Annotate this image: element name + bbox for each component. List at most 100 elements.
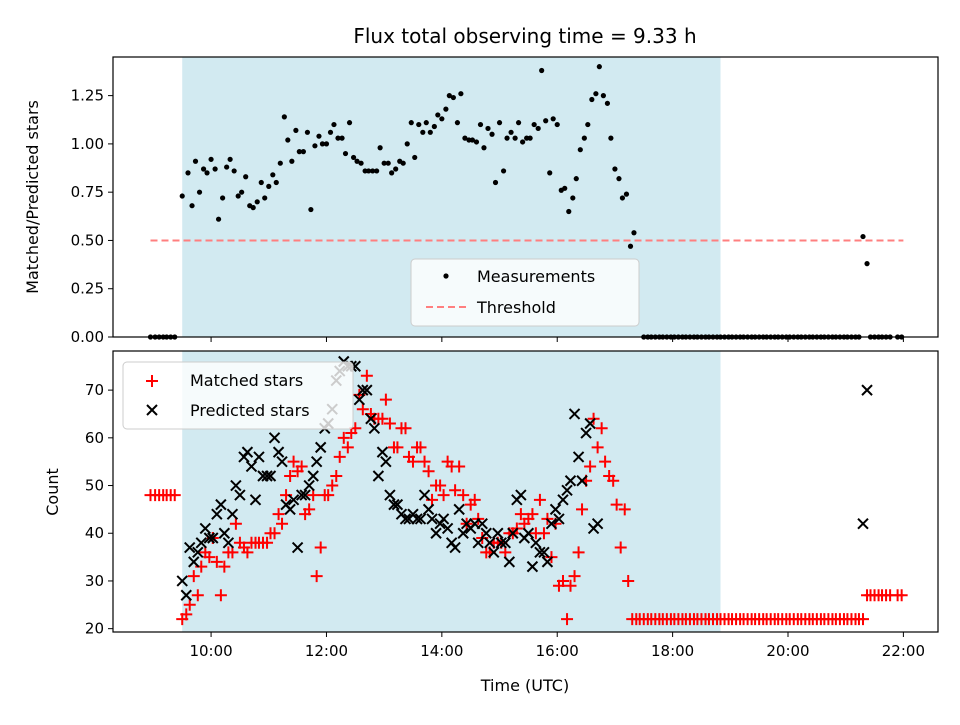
x-tick-label: 14:00: [420, 642, 463, 660]
measurement-point: [604, 100, 611, 106]
predicted-star-point: [215, 498, 227, 511]
predicted-star-point: [399, 513, 412, 525]
bottom-y-tick-label: 70: [85, 381, 104, 399]
measurement-point: [300, 149, 306, 155]
measurement-point: [220, 195, 226, 201]
predicted-star-point: [522, 527, 535, 539]
predicted-star-point: [376, 446, 389, 458]
measurement-point: [423, 120, 429, 126]
predicted-star-point: [203, 532, 216, 544]
measurement-point: [342, 150, 349, 157]
measurement-point: [570, 195, 576, 201]
predicted-star-point: [361, 384, 373, 396]
predicted-star-point: [310, 455, 323, 468]
matched-star-point: [599, 455, 612, 468]
measurement-point: [389, 170, 395, 176]
matched-star-point: [356, 403, 369, 416]
measurement-point: [443, 106, 449, 112]
matched-star-point: [576, 503, 589, 516]
measurement-point: [196, 189, 203, 195]
measurement-point: [408, 120, 414, 126]
measurement-point: [616, 176, 622, 182]
matched-star-point: [622, 574, 635, 587]
measurement-point: [539, 67, 545, 74]
bottom-legend: Matched stars Predicted stars: [122, 361, 354, 430]
measurement-point: [266, 183, 272, 189]
matched-star-point: [376, 412, 389, 425]
matched-star-point: [564, 579, 577, 592]
predicted-star-point: [388, 498, 400, 511]
matched-star-point: [607, 474, 620, 487]
matched-star-point: [453, 460, 466, 473]
measurement-point: [481, 145, 487, 151]
legend-predicted-label: Predicted stars: [190, 401, 310, 420]
measurement-point: [250, 205, 256, 211]
matched-star-point: [287, 455, 300, 468]
predicted-star-point: [249, 494, 262, 506]
predicted-star-point: [507, 527, 519, 539]
predicted-star-point: [538, 546, 550, 559]
legend-measurements-label: Measurements: [477, 267, 595, 286]
top-y-tick-label: 0.75: [71, 183, 104, 201]
measurement-point: [527, 135, 533, 141]
predicted-star-point: [192, 546, 204, 559]
measurement-point: [262, 195, 268, 201]
top-y-tick-label: 0.50: [71, 231, 104, 249]
predicted-star-point: [384, 489, 396, 501]
x-tick-label: 22:00: [882, 642, 925, 660]
matched-star-point: [261, 536, 274, 549]
predicted-star-point: [307, 470, 319, 482]
predicted-star-point: [199, 522, 212, 535]
matched-star-point: [584, 460, 597, 473]
predicted-star-point: [857, 517, 869, 530]
predicted-star-point: [211, 508, 223, 520]
predicted-star-point: [495, 537, 507, 549]
predicted-star-point: [295, 489, 308, 501]
measurement-point: [439, 116, 445, 122]
measurement-point: [492, 179, 499, 186]
measurement-point: [420, 129, 426, 135]
measurement-point: [596, 64, 602, 70]
measurement-point: [179, 193, 185, 199]
bottom-y-tick-label: 50: [85, 477, 104, 495]
predicted-star-point: [287, 494, 300, 506]
measurement-point: [512, 135, 518, 141]
measurement-point: [416, 121, 422, 128]
measurement-point: [504, 135, 510, 141]
measurement-point: [215, 216, 222, 222]
matched-star-point: [333, 450, 346, 463]
top-axes-frame: [112, 56, 939, 338]
ratio-panel: 0.00 0.25 0.50 0.75 1.00 1.25 Flux total obse…: [23, 24, 939, 346]
predicted-star-point: [515, 489, 527, 501]
matched-star-point: [610, 498, 623, 511]
top-legend-box: [410, 258, 640, 327]
predicted-star-point: [207, 532, 219, 544]
bottom-ticks: 20 30 40 50 60 70 10:00 12:00 14:00 16:00 18:00 20:…: [85, 381, 925, 660]
predicted-star-point: [391, 498, 404, 511]
measurement-point: [339, 135, 345, 141]
measurement-point: [496, 120, 503, 126]
measurement-point: [323, 141, 330, 147]
top-y-tick-label: 1.00: [71, 135, 104, 153]
measurement-point: [393, 166, 399, 172]
x-tick-label: 10:00: [189, 642, 232, 660]
matched-star-point: [229, 517, 242, 530]
matched-star-point: [303, 503, 316, 516]
bottom-y-axis-label: Count: [43, 468, 62, 516]
measurement-point: [308, 206, 314, 213]
measurement-point: [319, 141, 326, 147]
top-y-tick-label: 1.25: [71, 87, 104, 105]
measurement-point: [258, 179, 264, 186]
bottom-y-tick-label: 40: [85, 524, 104, 542]
measurement-point: [346, 120, 353, 126]
measurement-point: [293, 127, 299, 133]
measurement-point: [316, 133, 322, 139]
predicted-star-point: [264, 470, 277, 482]
matched-star-point: [434, 479, 447, 492]
predicted-star-point: [591, 517, 604, 530]
predicted-star-point: [499, 537, 512, 549]
matched-star-point: [214, 589, 227, 602]
measurement-point: [554, 121, 560, 128]
predicted-star-point: [541, 556, 554, 568]
matched-star-point: [399, 422, 412, 435]
